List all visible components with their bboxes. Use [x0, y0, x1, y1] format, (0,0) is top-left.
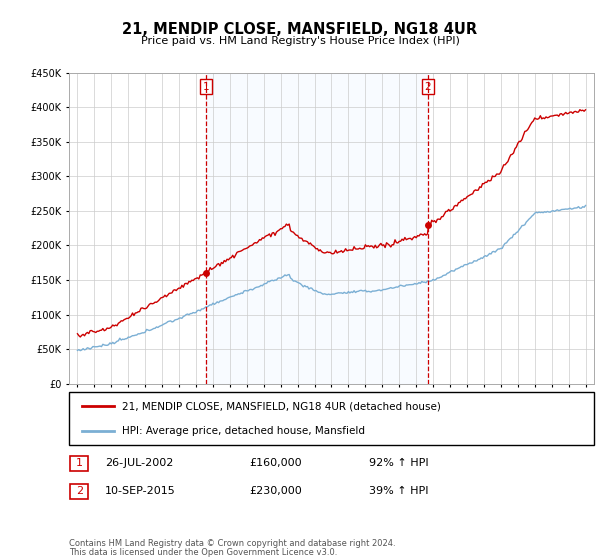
- Text: 2: 2: [425, 82, 431, 92]
- Text: 2: 2: [76, 486, 83, 496]
- Text: 92% ↑ HPI: 92% ↑ HPI: [369, 458, 428, 468]
- Text: 39% ↑ HPI: 39% ↑ HPI: [369, 486, 428, 496]
- FancyBboxPatch shape: [69, 392, 594, 445]
- Text: Contains HM Land Registry data © Crown copyright and database right 2024.: Contains HM Land Registry data © Crown c…: [69, 539, 395, 548]
- FancyBboxPatch shape: [70, 456, 88, 470]
- Text: 21, MENDIP CLOSE, MANSFIELD, NG18 4UR (detached house): 21, MENDIP CLOSE, MANSFIELD, NG18 4UR (d…: [121, 402, 440, 412]
- Text: HPI: Average price, detached house, Mansfield: HPI: Average price, detached house, Mans…: [121, 426, 365, 436]
- Bar: [206, 73, 428, 384]
- Text: Price paid vs. HM Land Registry's House Price Index (HPI): Price paid vs. HM Land Registry's House …: [140, 36, 460, 46]
- Text: 21, MENDIP CLOSE, MANSFIELD, NG18 4UR: 21, MENDIP CLOSE, MANSFIELD, NG18 4UR: [122, 22, 478, 38]
- Text: 10-SEP-2015: 10-SEP-2015: [105, 486, 176, 496]
- Text: 1: 1: [202, 82, 209, 92]
- Text: 1: 1: [76, 458, 83, 468]
- Text: £230,000: £230,000: [249, 486, 302, 496]
- FancyBboxPatch shape: [70, 484, 88, 498]
- Text: This data is licensed under the Open Government Licence v3.0.: This data is licensed under the Open Gov…: [69, 548, 337, 557]
- Text: 26-JUL-2002: 26-JUL-2002: [105, 458, 173, 468]
- Text: £160,000: £160,000: [249, 458, 302, 468]
